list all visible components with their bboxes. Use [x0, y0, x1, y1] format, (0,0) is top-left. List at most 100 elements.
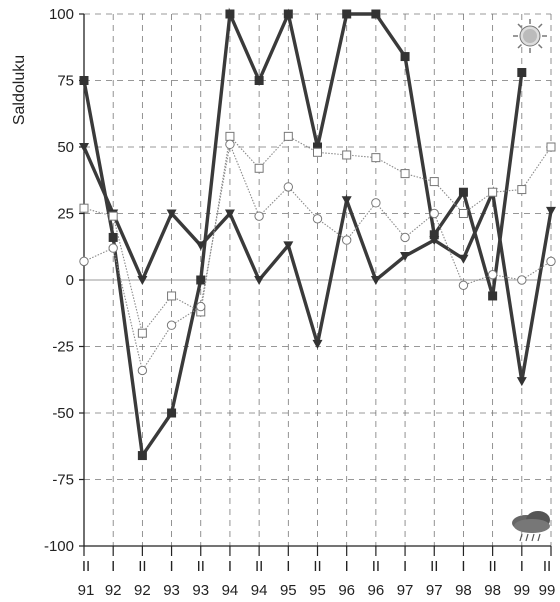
data-point-open-circle [371, 198, 381, 208]
series-thick-square [79, 7, 527, 461]
data-point-open-square [371, 153, 381, 163]
x-tick-label-year: 91 [78, 582, 95, 599]
data-point-open-square [400, 169, 410, 179]
y-tick-label: 0 [66, 272, 74, 289]
data-point-square [79, 76, 89, 85]
chart-grid [84, 13, 552, 547]
data-point-square [371, 9, 381, 19]
data-point-square [342, 9, 352, 19]
y-tick-label: 75 [57, 73, 74, 90]
x-tick-label-year: 98 [455, 582, 472, 599]
data-point-open-circle [487, 269, 498, 280]
data-point-square [254, 76, 264, 85]
y-axis-tick-labels: 100 75 50 25 0 -25 -50 -75 -100 [44, 6, 74, 555]
x-tick-label-half: I [111, 558, 115, 575]
x-tick-label-year: 95 [309, 582, 326, 599]
data-point-square [488, 291, 498, 301]
data-point-open-square [429, 177, 439, 187]
series-thin-open-square [79, 131, 556, 338]
x-tick-label-year: 95 [280, 582, 297, 599]
data-point-triangle [137, 276, 148, 285]
x-tick-label-year: 98 [484, 582, 501, 599]
data-point-square [517, 68, 527, 78]
data-point-open-circle [341, 235, 352, 245]
data-point-open-square [79, 203, 89, 213]
data-point-triangle [546, 206, 556, 216]
data-point-triangle [224, 209, 235, 219]
data-point-open-circle [196, 301, 206, 312]
data-point-open-square [283, 131, 293, 141]
data-point-square [400, 52, 410, 62]
data-point-open-square [546, 142, 556, 152]
data-point-square [108, 232, 118, 242]
x-tick-label-half: II [197, 558, 205, 575]
data-point-open-square [458, 209, 468, 218]
data-point-open-circle [546, 256, 556, 267]
data-point-open-square [108, 211, 118, 221]
data-point-open-circle [108, 243, 118, 253]
x-tick-label-half: I [461, 558, 465, 575]
data-point-triangle [516, 377, 527, 387]
x-tick-label-year: 99 [539, 582, 556, 599]
data-point-open-square [517, 185, 527, 195]
y-axis-label: Saldoluku [11, 55, 28, 125]
data-point-open-circle [517, 275, 527, 285]
data-point-open-circle [283, 182, 294, 192]
data-point-square [458, 187, 468, 197]
data-point-triangle [458, 254, 469, 264]
x-tick-label-year: 92 [105, 582, 122, 599]
sun-icon [513, 19, 547, 53]
data-point-triangle [195, 241, 206, 251]
data-point-open-circle [400, 232, 410, 243]
data-point-open-square [167, 291, 177, 301]
x-tick-label-year: 93 [163, 582, 180, 599]
data-point-triangle [429, 236, 440, 246]
x-tick-label-year: 97 [397, 582, 414, 599]
x-tick-label-half: I [169, 558, 173, 575]
x-tick-label-year: 97 [426, 582, 443, 599]
data-point-open-circle [254, 211, 264, 221]
series-thin-open-circle [79, 139, 556, 376]
data-point-triangle [400, 252, 411, 262]
data-point-open-square [488, 187, 498, 197]
chart-axes [79, 13, 552, 556]
data-point-open-circle [429, 208, 439, 219]
data-point-triangle [166, 209, 177, 219]
data-point-open-circle [312, 214, 323, 224]
y-tick-label: -25 [52, 339, 74, 356]
x-tick-label-half: II [488, 558, 496, 575]
x-tick-label-half: II [430, 558, 438, 575]
series-line [82, 7, 524, 461]
data-point-open-circle [458, 280, 469, 291]
x-tick-label-year: 99 [513, 582, 530, 599]
x-tick-label-half: I [228, 558, 232, 575]
data-point-square [313, 142, 322, 152]
x-tick-label-half: I [286, 558, 290, 575]
data-point-square [429, 230, 439, 240]
x-tick-label-half: I [520, 558, 524, 575]
x-tick-label-year: 96 [338, 582, 355, 599]
data-point-open-square [342, 150, 352, 160]
x-tick-label-year: 94 [222, 582, 239, 599]
data-point-square [167, 408, 177, 418]
data-point-open-square [313, 147, 322, 157]
data-point-open-square [137, 328, 147, 338]
y-tick-label: -50 [52, 405, 74, 422]
rain-cloud-icon [512, 511, 550, 542]
x-tick-label-year: 92 [134, 582, 151, 599]
x-axis-tick-labels: II91I92II92I93II93I94II94I95II95I96II96I… [78, 558, 556, 599]
data-point-triangle [341, 196, 352, 206]
x-tick-label-year: 93 [192, 582, 209, 599]
data-point-triangle [370, 276, 381, 285]
data-point-open-square [225, 131, 235, 141]
data-point-triangle [283, 241, 294, 251]
data-point-triangle [312, 339, 323, 349]
x-tick-label-half: I [403, 558, 407, 575]
y-tick-label: 25 [57, 206, 74, 223]
x-tick-label-half: I [345, 558, 349, 575]
x-tick-label-year: 96 [368, 582, 385, 599]
y-tick-label: 100 [49, 6, 74, 23]
data-point-square [283, 9, 293, 19]
x-tick-label-year: 94 [251, 582, 268, 599]
